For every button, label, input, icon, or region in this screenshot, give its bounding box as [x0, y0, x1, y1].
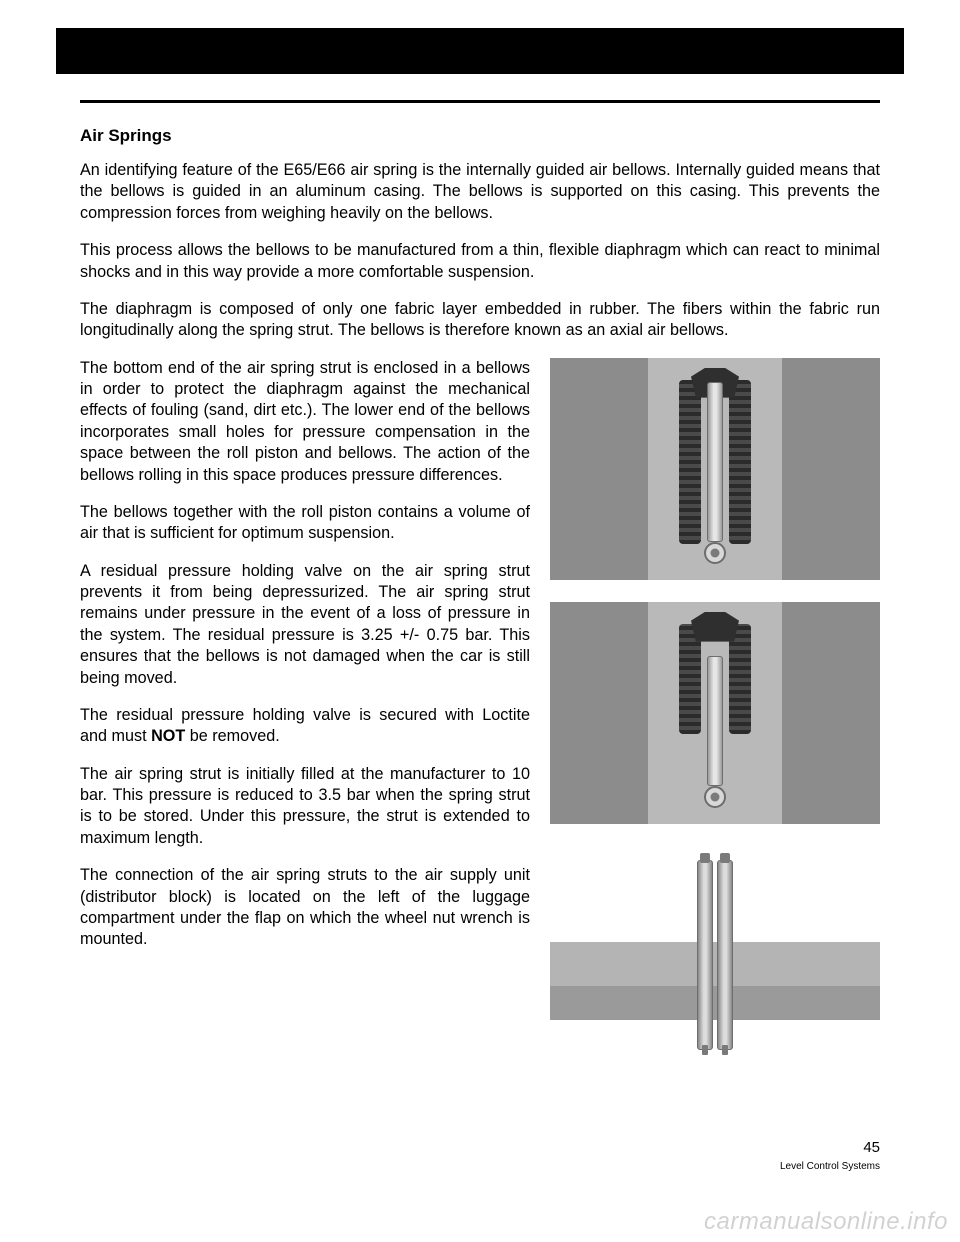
strut-body-icon — [707, 656, 723, 786]
content-area: Air Springs An identifying feature of th… — [80, 126, 880, 1182]
strut-body-icon — [707, 382, 723, 542]
paragraph: The bottom end of the air spring strut i… — [80, 358, 530, 486]
paragraph: An identifying feature of the E65/E66 ai… — [80, 160, 880, 224]
figure-air-spring-compressed — [550, 602, 880, 824]
header-black-band — [56, 28, 904, 74]
text-run: be removed. — [185, 727, 279, 745]
strut-pair-icon — [697, 860, 733, 1050]
paragraph: The air spring strut is initially filled… — [80, 764, 530, 850]
page-number: 45 — [863, 1139, 880, 1156]
text-run: The residual pressure holding valve is s… — [80, 706, 530, 745]
paragraph: A residual pressure holding valve on the… — [80, 561, 530, 689]
figure-air-spring-extended — [550, 358, 880, 580]
text-bold: NOT — [151, 727, 185, 745]
paragraph: The diaphragm is composed of only one fa… — [80, 299, 880, 342]
bellows-icon — [729, 380, 751, 544]
figure-two-struts — [550, 846, 880, 1068]
strut-eye-icon — [704, 542, 726, 564]
header-divider — [80, 100, 880, 103]
paragraph: The bellows together with the roll pisto… — [80, 502, 530, 545]
strut-rod-icon — [717, 860, 733, 1050]
paragraph: This process allows the bellows to be ma… — [80, 240, 880, 283]
section-heading: Air Springs — [80, 126, 880, 146]
footer-label: Level Control Systems — [780, 1161, 880, 1172]
left-column: The bottom end of the air spring strut i… — [80, 358, 530, 1068]
paragraph: The residual pressure holding valve is s… — [80, 705, 530, 748]
page: Air Springs An identifying feature of th… — [0, 0, 960, 1242]
watermark-text: carmanualsonline.info — [704, 1208, 948, 1236]
strut-cap-icon — [691, 612, 739, 642]
bellows-icon — [679, 380, 701, 544]
strut-eye-icon — [704, 786, 726, 808]
right-column-figures — [550, 358, 880, 1068]
strut-rod-icon — [697, 860, 713, 1050]
two-column-region: The bottom end of the air spring strut i… — [80, 358, 880, 1068]
paragraph: The connection of the air spring struts … — [80, 865, 530, 951]
